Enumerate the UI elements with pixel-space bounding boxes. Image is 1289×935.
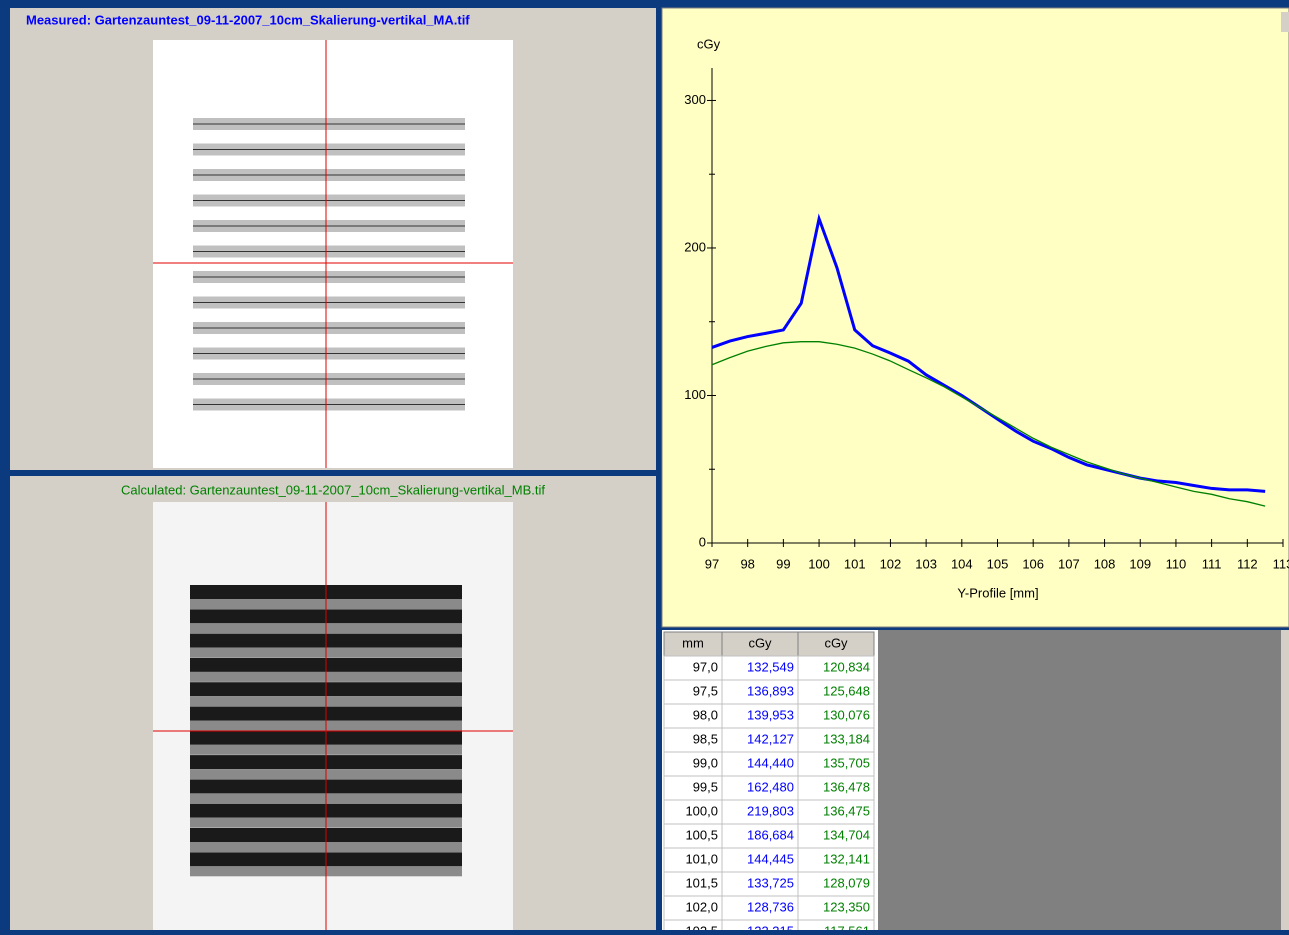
x-tick-label: 109: [1129, 556, 1151, 571]
measured-title: Measured: Gartenzauntest_09-11-2007_10cm…: [26, 12, 470, 27]
x-tick-label: 101: [844, 556, 866, 571]
y-tick-label: 300: [684, 92, 706, 107]
x-axis-label: Y-Profile [mm]: [957, 585, 1038, 600]
page: Measured: Gartenzauntest_09-11-2007_10cm…: [0, 0, 1289, 930]
x-tick-label: 100: [808, 556, 830, 571]
cell-text: 97,5: [693, 683, 718, 698]
x-tick-label: 99: [776, 556, 790, 571]
cell-text: 101,5: [685, 875, 718, 890]
table: mm cGy cGy 97,0 132,549 120,834 97,5 136,893 125…: [664, 632, 874, 930]
cell-text: 125,648: [823, 683, 870, 698]
x-tick-label: 107: [1058, 556, 1080, 571]
cell-text: 132,549: [747, 659, 794, 674]
x-tick-label: 110: [1166, 556, 1187, 571]
cell-text: 117,561: [824, 923, 870, 930]
header-text: cGy: [748, 635, 772, 650]
cell-text: 144,440: [747, 755, 794, 770]
cell-text: 99,5: [693, 779, 718, 794]
cell-text: 139,953: [747, 707, 794, 722]
header-text: mm: [682, 635, 704, 650]
cell-text: 97,0: [693, 659, 718, 674]
x-tick-label: 113: [1273, 556, 1289, 571]
cell-text: 142,127: [747, 731, 794, 746]
cell-text: 134,704: [823, 827, 870, 842]
screen: Measured: Gartenzauntest_09-11-2007_10cm…: [0, 0, 1289, 930]
cell-text: 186,684: [747, 827, 794, 842]
scrollbar[interactable]: [1281, 630, 1289, 930]
cell-text: 219,803: [747, 803, 794, 818]
cell-text: 144,445: [747, 851, 794, 866]
y-axis-label: cGy: [697, 36, 721, 51]
x-tick-label: 103: [915, 556, 937, 571]
cell-text: 102,0: [685, 899, 718, 914]
y-tick-label: 100: [684, 387, 706, 402]
cell-text: 133,725: [747, 875, 794, 890]
cell-text: 132,141: [823, 851, 870, 866]
x-tick-label: 108: [1094, 556, 1116, 571]
cell-text: 136,478: [823, 779, 870, 794]
y-tick-label: 0: [699, 534, 706, 549]
cell-text: 128,079: [823, 875, 870, 890]
x-tick-label: 97: [705, 556, 719, 571]
x-tick-label: 102: [880, 556, 902, 571]
cell-text: 98,5: [693, 731, 718, 746]
cell-text: 98,0: [693, 707, 718, 722]
cell-text: 99,0: [693, 755, 718, 770]
cell-text: 136,893: [747, 683, 794, 698]
cell-text: 100,5: [685, 827, 718, 842]
cell-text: 123,315: [747, 923, 794, 930]
cell-text: 123,350: [823, 899, 870, 914]
cell-text: 101,0: [685, 851, 718, 866]
cell-text: 162,480: [747, 779, 794, 794]
x-tick-label: 112: [1237, 556, 1258, 571]
cell-text: 128,736: [747, 899, 794, 914]
x-tick-label: 111: [1202, 556, 1222, 571]
cell-text: 135,705: [823, 755, 870, 770]
cell-text: 102,5: [685, 923, 718, 930]
cell-text: 133,184: [823, 731, 870, 746]
calculated-title: Calculated: Gartenzauntest_09-11-2007_10…: [121, 482, 545, 497]
x-tick-label: 98: [740, 556, 754, 571]
cell-text: 130,076: [823, 707, 870, 722]
y-tick-label: 200: [684, 239, 706, 254]
header-text: cGy: [824, 635, 848, 650]
chart-panel: [662, 8, 1289, 627]
x-tick-label: 104: [951, 556, 973, 571]
cell-text: 120,834: [823, 659, 870, 674]
cell-text: 136,475: [823, 803, 870, 818]
scroll-button[interactable]: [1281, 12, 1289, 32]
cell-text: 100,0: [685, 803, 718, 818]
x-tick-label: 106: [1022, 556, 1044, 571]
x-tick-label: 105: [987, 556, 1009, 571]
